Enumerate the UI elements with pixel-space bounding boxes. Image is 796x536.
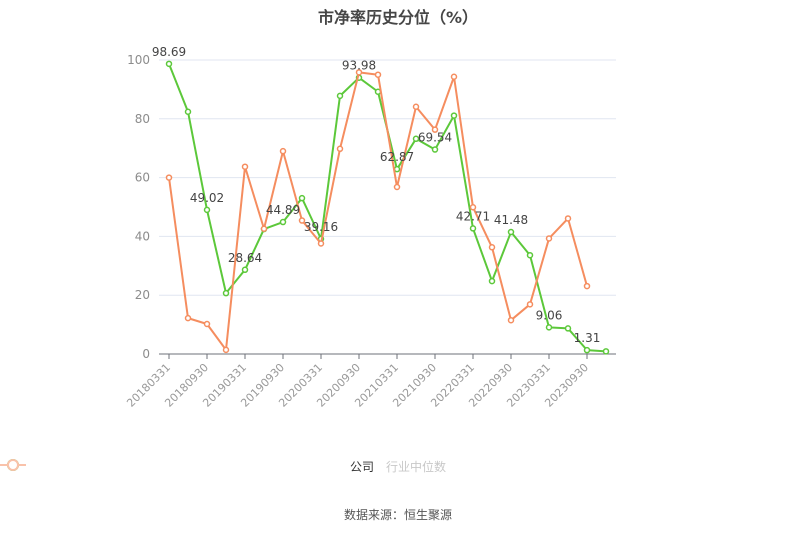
- y-tick-label: 40: [135, 229, 150, 243]
- data-label: 62.87: [380, 150, 414, 164]
- data-point: [184, 108, 192, 115]
- data-point: [412, 135, 420, 143]
- data-point: [488, 277, 496, 285]
- y-tick-label: 100: [127, 53, 150, 67]
- data-point: [260, 225, 268, 233]
- data-point: [450, 73, 458, 81]
- data-point: [583, 282, 591, 290]
- data-point: [203, 320, 211, 328]
- data-point: [298, 217, 306, 224]
- data-label: 69.54: [418, 131, 452, 145]
- data-point: [317, 240, 325, 247]
- data-point: [431, 126, 439, 133]
- data-point: [564, 215, 572, 222]
- legend: 公司 行业中位数: [0, 458, 796, 475]
- data-point: [545, 235, 553, 242]
- data-point: [469, 204, 477, 211]
- data-point: [241, 163, 249, 170]
- data-source: 数据来源：恒生聚源: [343, 508, 452, 522]
- data-label: 28.64: [228, 251, 262, 265]
- data-point: [336, 92, 344, 100]
- industry-median-line: [168, 71, 588, 351]
- data-point: [545, 324, 553, 331]
- data-label: 41.48: [494, 213, 528, 227]
- data-point: [602, 348, 610, 355]
- data-point: [526, 251, 534, 259]
- chart-title: 市净率历史分位（%）: [317, 8, 479, 27]
- data-point: [507, 316, 515, 324]
- legend-item-industry-median[interactable]: 行业中位数: [0, 458, 447, 475]
- data-point: [469, 225, 477, 232]
- data-point: [564, 325, 572, 332]
- y-tick-label: 0: [142, 347, 150, 361]
- y-tick-label: 80: [135, 112, 150, 126]
- data-point: [507, 228, 515, 236]
- line-chart: 0204060801002018033120180930201903312019…: [124, 45, 616, 410]
- data-label: 39.16: [304, 220, 338, 234]
- data-label: 93.98: [342, 59, 376, 73]
- legend-item-company[interactable]: 公司: [0, 458, 374, 475]
- data-point: [393, 183, 401, 191]
- data-label: 44.89: [266, 203, 300, 217]
- legend-line-icon: [0, 459, 26, 471]
- data-label: 98.69: [152, 45, 186, 59]
- data-point: [488, 244, 496, 251]
- data-point: [279, 218, 287, 226]
- data-point: [222, 346, 230, 354]
- data-point: [165, 174, 173, 181]
- data-point: [526, 301, 534, 308]
- data-point: [355, 69, 363, 76]
- data-point: [583, 346, 591, 354]
- y-tick-label: 20: [135, 288, 150, 302]
- data-point: [298, 194, 306, 202]
- data-point: [279, 147, 287, 155]
- data-label: 42.71: [456, 209, 490, 223]
- legend-label-company: 公司: [349, 460, 374, 474]
- y-tick-label: 60: [135, 171, 150, 185]
- data-point: [203, 206, 211, 214]
- data-point: [374, 71, 382, 78]
- data-point: [222, 289, 230, 297]
- legend-label-industry-median: 行业中位数: [386, 460, 447, 474]
- data-point: [336, 145, 344, 153]
- data-point: [241, 266, 249, 274]
- data-point: [165, 60, 173, 68]
- data-point: [412, 103, 420, 110]
- data-label: 9.06: [536, 308, 563, 322]
- data-label: 49.02: [190, 191, 224, 205]
- data-point: [450, 112, 458, 119]
- data-point: [184, 314, 192, 322]
- data-point: [431, 146, 439, 153]
- data-label: 1.31: [574, 331, 601, 345]
